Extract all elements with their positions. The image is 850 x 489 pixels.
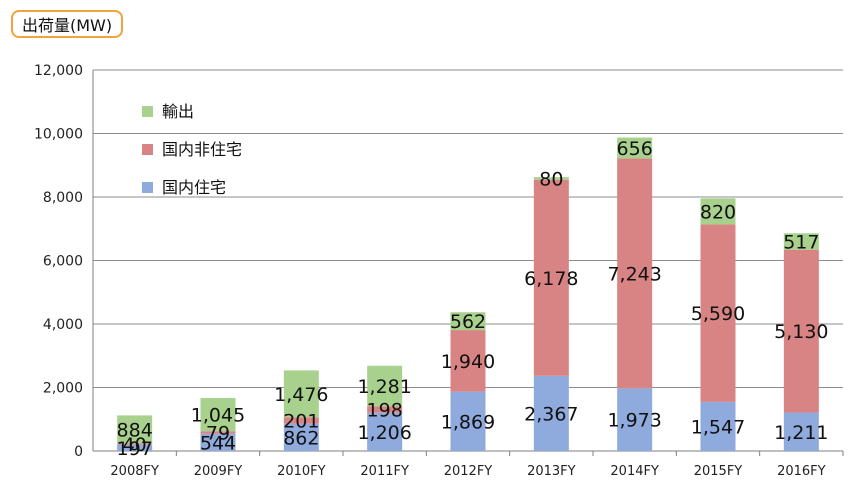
- data-label-res: 1,547: [691, 416, 745, 438]
- bar-segment-res: [450, 391, 486, 451]
- bar-segment-res: [200, 433, 236, 451]
- legend-swatch-export: [142, 106, 153, 117]
- x-tick-label: 2012FY: [444, 464, 493, 479]
- bar-segment-nonres: [783, 249, 819, 413]
- x-tick-label: 2011FY: [360, 464, 409, 479]
- bar-segment-nonres: [367, 406, 403, 413]
- y-tick-label: 0: [74, 444, 83, 460]
- data-label-nonres: 79: [206, 422, 230, 444]
- bar-segment-export: [783, 233, 819, 250]
- data-label-res: 197: [117, 438, 153, 460]
- bar-segment-export: [617, 137, 653, 159]
- bar-segment-res: [617, 388, 653, 451]
- bar-segment-res: [283, 423, 319, 451]
- data-labels: 19740884544791,0458622011,4761,2061981,2…: [117, 138, 829, 460]
- y-tick-label: 10,000: [34, 127, 83, 143]
- data-label-export: 820: [700, 201, 736, 223]
- data-label-res: 1,869: [441, 411, 495, 433]
- data-label-nonres: 198: [367, 400, 403, 422]
- data-label-export: 1,476: [274, 384, 328, 406]
- data-label-res: 1,973: [607, 410, 661, 432]
- bars: [117, 137, 819, 451]
- legend-swatch-nonres: [142, 144, 153, 155]
- bar-segment-nonres: [200, 431, 236, 434]
- data-label-export: 656: [617, 138, 653, 160]
- data-label-nonres: 5,130: [774, 321, 828, 343]
- legend-label-res: 国内住宅: [162, 178, 226, 197]
- data-label-export: 884: [117, 419, 153, 441]
- axes: 0 2,000 4,000 6,000 8,000 10,000 12,000 2008FY 2…: [34, 63, 844, 479]
- data-label-nonres: 7,243: [607, 263, 661, 285]
- data-label-res: 1,211: [774, 422, 828, 444]
- legend-label-export: 輸出: [162, 102, 194, 121]
- bar-segment-export: [200, 398, 236, 432]
- y-tick-label: 6,000: [43, 254, 83, 270]
- bar-segment-export: [700, 198, 736, 225]
- data-label-nonres: 201: [283, 410, 319, 432]
- data-label-res: 544: [200, 432, 236, 454]
- bar-segment-export: [533, 177, 569, 180]
- data-label-res: 2,367: [524, 403, 578, 425]
- bar-segment-res: [117, 444, 153, 451]
- bar-segment-nonres: [283, 417, 319, 424]
- x-tick-label: 2008FY: [110, 464, 159, 479]
- x-tick-label: 2013FY: [527, 464, 576, 479]
- bar-segment-nonres: [450, 330, 486, 392]
- bar-segment-export: [450, 312, 486, 331]
- bar-segment-res: [700, 401, 736, 451]
- bar-segment-res: [367, 412, 403, 451]
- data-label-res: 1,206: [357, 422, 411, 444]
- data-label-nonres: 6,178: [524, 268, 578, 290]
- y-axis-unit-label: 出荷量(MW): [11, 10, 124, 38]
- data-label-nonres: 1,940: [441, 351, 495, 373]
- data-label-export: 1,281: [357, 376, 411, 398]
- x-tick-label: 2015FY: [694, 464, 743, 479]
- bar-segment-nonres: [533, 179, 569, 376]
- bar-segment-nonres: [617, 158, 653, 389]
- data-label-export: 517: [783, 231, 819, 253]
- data-label-export: 1,045: [191, 405, 245, 427]
- x-tick-label: 2010FY: [277, 464, 326, 479]
- bar-segment-nonres: [700, 224, 736, 402]
- data-label-export: 562: [450, 311, 486, 333]
- x-tick-label: 2016FY: [777, 464, 826, 479]
- bar-segment-res: [533, 375, 569, 451]
- bar-segment-export: [367, 365, 403, 407]
- bar-segment-export: [117, 415, 153, 444]
- data-label-export: 80: [539, 168, 563, 190]
- y-tick-label: 8,000: [43, 190, 83, 206]
- data-label-res: 862: [283, 427, 319, 449]
- x-tick-label: 2014FY: [610, 464, 659, 479]
- legend-label-nonres: 国内非住宅: [162, 140, 242, 159]
- y-tick-label: 4,000: [43, 317, 83, 333]
- x-tick-label: 2009FY: [194, 464, 243, 479]
- bar-segment-nonres: [117, 443, 153, 445]
- data-label-nonres: 5,590: [691, 303, 745, 325]
- bar-segment-export: [283, 370, 319, 418]
- legend-swatch-res: [142, 182, 153, 193]
- y-tick-label: 2,000: [43, 381, 83, 397]
- data-label-nonres: 40: [123, 434, 147, 456]
- y-tick-label: 12,000: [34, 63, 83, 79]
- bar-segment-res: [783, 412, 819, 451]
